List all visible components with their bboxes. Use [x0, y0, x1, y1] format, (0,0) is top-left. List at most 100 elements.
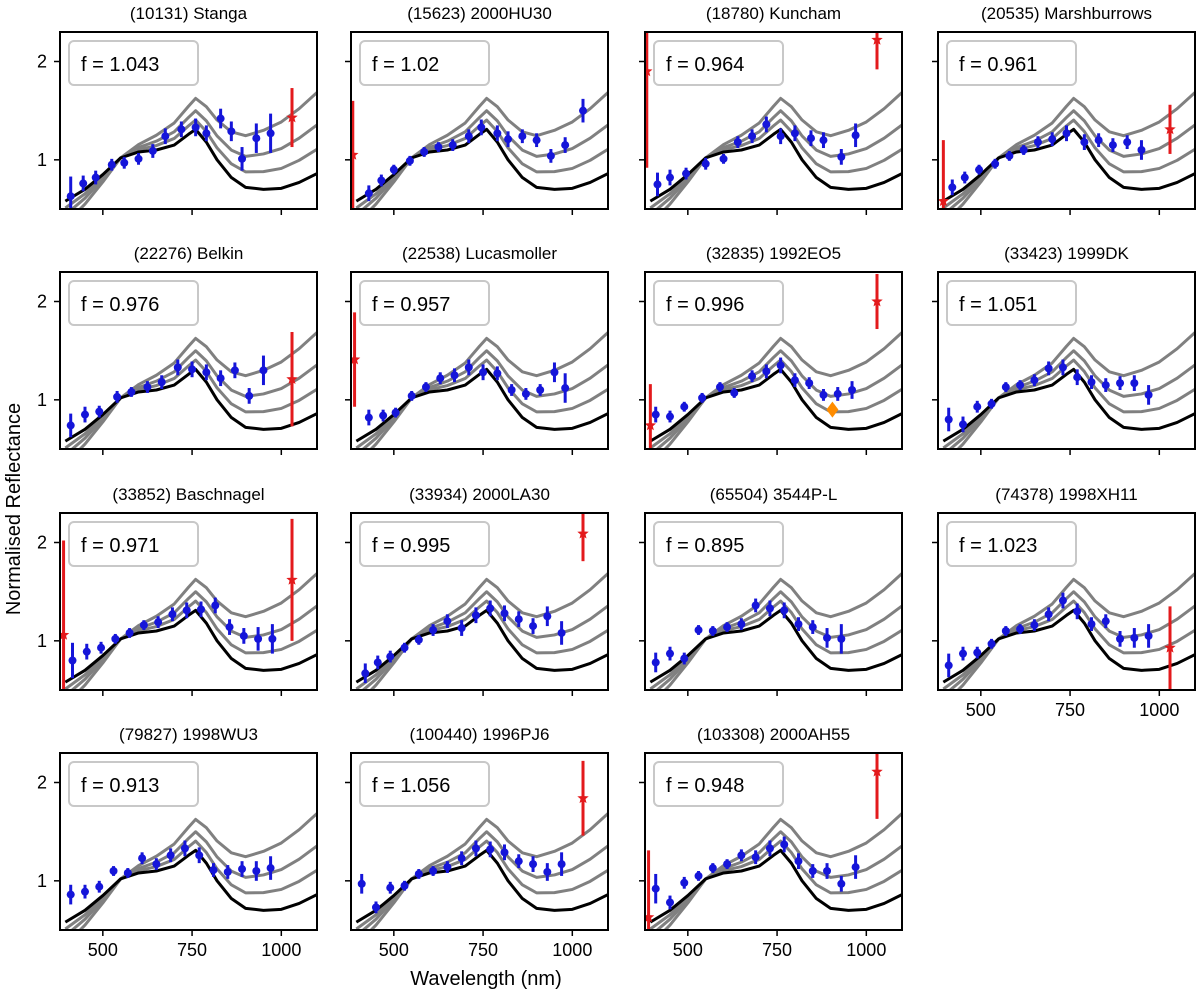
reddened-model-curve	[947, 109, 1195, 209]
f-value-box	[359, 761, 490, 807]
data-point	[457, 854, 466, 863]
data-point	[975, 165, 984, 174]
model-curve	[355, 608, 608, 684]
panel-title: (20535) Marshburrows	[981, 4, 1152, 23]
data-point	[429, 867, 438, 875]
data-point	[493, 129, 502, 138]
data-points	[60, 518, 298, 690]
y-axis-label: Normalised Reflectance	[3, 403, 25, 615]
y-tick-label: 1	[37, 390, 47, 410]
f-value-label: f = 0.996	[666, 294, 744, 316]
data-point	[148, 146, 157, 155]
data-points	[351, 98, 588, 209]
data-points	[944, 359, 1153, 433]
model-curves	[64, 572, 317, 690]
panel-frame	[59, 271, 318, 450]
data-point	[436, 374, 445, 383]
data-point	[1058, 363, 1067, 372]
data-point	[808, 867, 817, 875]
y-tick-label: 2	[37, 533, 47, 553]
data-point	[266, 864, 275, 873]
data-point	[561, 141, 570, 150]
panel: (100440) 1996PJ6 f = 1.056 500 750 1000	[345, 725, 609, 960]
data-point	[751, 601, 760, 610]
data-point	[127, 387, 136, 396]
panel-frame	[350, 752, 609, 931]
data-point	[400, 881, 409, 890]
model-curve	[942, 367, 1195, 443]
data-point	[837, 879, 846, 888]
data-point	[536, 386, 545, 394]
panel-frame	[644, 31, 903, 210]
data-point	[125, 628, 134, 637]
data-point	[259, 366, 268, 375]
data-point	[177, 125, 186, 134]
x-tick-label: 750	[177, 940, 207, 960]
data-point	[680, 402, 689, 411]
data-point	[173, 363, 182, 372]
data-point	[1116, 634, 1125, 643]
reddened-model-curve	[369, 331, 608, 449]
outlier-point	[645, 65, 653, 77]
x-tick-label: 1000	[1139, 700, 1179, 720]
data-point	[107, 160, 116, 169]
data-point	[837, 634, 846, 643]
data-point	[414, 869, 423, 878]
outlier-point	[286, 111, 298, 123]
data-point	[521, 389, 530, 398]
reddened-model-curve	[663, 572, 902, 690]
y-tick-label: 1	[37, 150, 47, 170]
data-point	[134, 154, 143, 163]
data-point	[819, 136, 828, 145]
data-point	[1005, 151, 1014, 160]
reddened-model-curve	[947, 590, 1195, 690]
model-curve	[355, 367, 608, 443]
panel-title: (74378) 1998XH11	[995, 485, 1137, 504]
outlier-point	[1164, 641, 1176, 653]
data-point	[504, 135, 513, 144]
data-point	[457, 624, 466, 633]
model-curves	[64, 331, 317, 449]
panel-frame	[350, 31, 609, 210]
data-point	[1058, 596, 1067, 605]
x-tick-label: 500	[673, 940, 703, 960]
data-point	[819, 390, 828, 399]
data-point	[254, 634, 263, 643]
data-point	[168, 610, 177, 619]
data-point	[680, 878, 689, 887]
data-points	[645, 753, 883, 930]
data-point	[507, 386, 516, 394]
data-point	[66, 890, 75, 899]
data-point	[851, 131, 860, 140]
x-tick-label: 750	[1055, 700, 1085, 720]
f-value-box	[946, 280, 1077, 326]
data-point	[386, 883, 395, 892]
outlier-point	[351, 353, 361, 365]
panel-title: (32835) 1992EO5	[706, 244, 841, 263]
data-point	[1030, 621, 1039, 630]
x-tick-label: 1000	[552, 940, 592, 960]
data-point	[958, 420, 967, 429]
data-point	[486, 845, 495, 854]
data-point	[180, 844, 189, 853]
data-point	[493, 369, 502, 378]
f-value-label: f = 1.023	[959, 535, 1037, 557]
model-curves	[649, 91, 902, 209]
data-points	[645, 32, 883, 197]
data-point	[405, 156, 414, 165]
reddened-model-curve	[663, 91, 902, 209]
data-point	[245, 391, 254, 400]
outlier-point	[871, 33, 883, 45]
data-point	[851, 863, 860, 872]
data-point	[823, 867, 832, 875]
data-point	[434, 143, 443, 152]
data-point	[680, 654, 689, 663]
data-point	[138, 854, 147, 863]
data-point	[202, 129, 211, 138]
data-point	[532, 136, 541, 145]
panel-title: (22538) Lucasmoller	[402, 244, 557, 263]
data-point	[414, 635, 423, 644]
data-point	[80, 410, 89, 419]
model-curve	[64, 127, 317, 203]
model-curve	[649, 367, 902, 443]
